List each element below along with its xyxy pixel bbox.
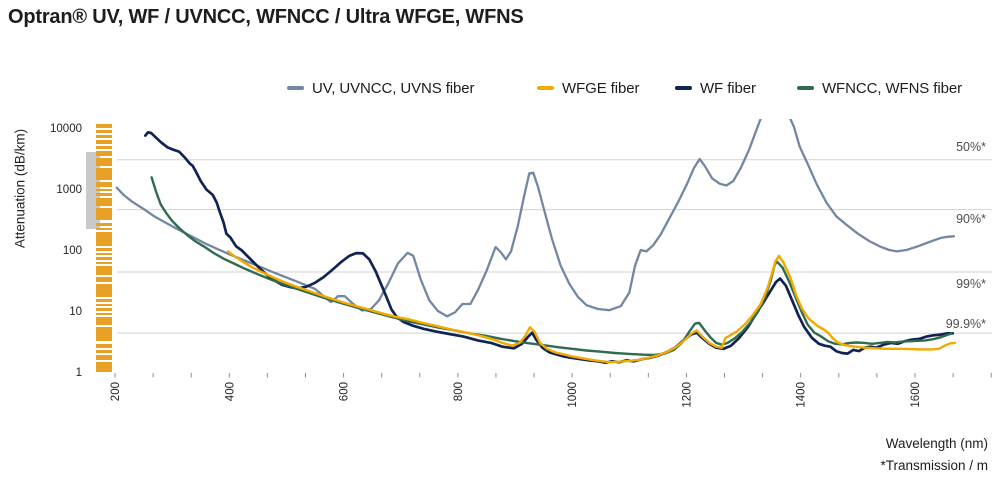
legend-item-wfge: WFGE fiber — [537, 79, 639, 97]
transmission-footnote: *Transmission / m — [880, 458, 988, 473]
barcode-block — [96, 299, 112, 302]
y-tick-label: 100 — [63, 245, 82, 257]
barcode-block — [96, 327, 112, 341]
barcode-block — [96, 317, 112, 325]
barcode-block — [96, 308, 112, 311]
x-tick-label: 800 — [453, 382, 465, 401]
barcode-block — [96, 350, 112, 353]
x-tick-label: 1400 — [796, 382, 808, 408]
barcode-block — [96, 140, 112, 144]
legend-swatch-wf — [675, 86, 692, 90]
barcode-block — [96, 277, 112, 282]
legend-swatch-wfge — [537, 86, 554, 90]
series-line-2 — [143, 130, 955, 365]
legend-label-wf: WF fiber — [700, 79, 756, 97]
barcode-block — [96, 304, 112, 306]
barcode-block — [96, 257, 112, 260]
legend-item-wfncc: WFNCC, WFNS fiber — [797, 79, 962, 97]
barcode-block — [96, 228, 112, 230]
barcode-block — [96, 158, 112, 166]
y-tick-label: 10000 — [50, 123, 82, 135]
transmission-label: 50%* — [956, 140, 986, 154]
series-group — [115, 119, 957, 365]
x-tick-label: 400 — [224, 382, 236, 401]
legend-item-wf: WF fiber — [675, 79, 756, 97]
barcode-block — [96, 130, 112, 133]
barcode-block — [96, 151, 112, 156]
transmission-label: 90%* — [956, 212, 986, 226]
barcode-block — [96, 124, 112, 128]
x-tick-label: 600 — [339, 382, 351, 401]
x-tick-label: 1200 — [681, 382, 693, 408]
barcode-block — [96, 135, 112, 138]
series-line-4 — [226, 250, 957, 364]
y-tick-label: 1 — [76, 367, 82, 379]
page-title: Optran® UV, WF / UVNCC, WFNCC / Ultra WF… — [8, 6, 524, 28]
x-axis-title: Wavelength (nm) — [885, 436, 988, 451]
barcode-block — [96, 355, 112, 360]
barcode-block — [96, 253, 112, 255]
x-tick-label: 1000 — [567, 382, 579, 408]
x-tick-label: 200 — [110, 382, 122, 401]
barcode-block — [96, 208, 112, 220]
barcode-block — [96, 266, 112, 275]
barcode-block — [96, 189, 112, 191]
y-tick-label: 1000 — [56, 184, 82, 196]
legend-item-uv: UV, UVNCC, UVNS fiber — [287, 79, 474, 97]
barcode-block — [96, 232, 112, 246]
barcode-block — [96, 193, 112, 196]
legend-label-uv: UV, UVNCC, UVNS fiber — [312, 79, 475, 97]
y-axis-title: Attenuation (dB/km) — [12, 128, 28, 249]
y-tick-label: 10 — [69, 306, 82, 318]
barcode-block — [96, 344, 112, 348]
barcode-block — [96, 223, 112, 226]
barcode-strip — [96, 124, 112, 372]
barcode-block — [96, 146, 112, 149]
barcode-block — [96, 313, 112, 315]
barcode-block — [96, 248, 112, 251]
barcode-block — [96, 182, 112, 187]
transmission-label: 99.9%* — [946, 317, 986, 331]
legend-label-wfge: WFGE fiber — [562, 79, 640, 97]
barcode-block — [96, 284, 112, 297]
x-tick-label: 1600 — [910, 382, 922, 408]
legend-swatch-uv — [287, 86, 304, 90]
legend-swatch-wfncc — [797, 86, 814, 90]
barcode-block — [96, 198, 112, 206]
series-line-3 — [150, 176, 953, 357]
barcode-block — [96, 262, 112, 264]
barcode-block — [96, 362, 112, 372]
series-line-1 — [115, 119, 956, 318]
transmission-label: 99%* — [956, 277, 986, 291]
barcode-block — [96, 168, 112, 180]
legend-label-wfncc: WFNCC, WFNS fiber — [822, 79, 962, 97]
